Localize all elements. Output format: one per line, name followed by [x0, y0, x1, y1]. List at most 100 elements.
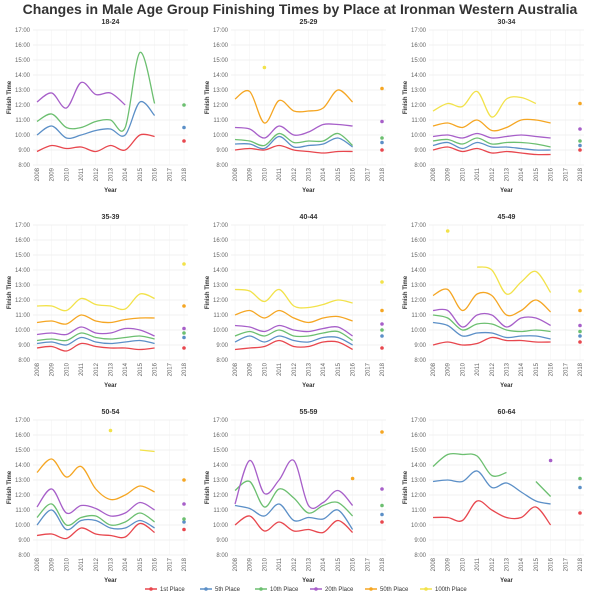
y-tick-label: 17:00	[15, 223, 31, 229]
y-tick-label: 12:00	[15, 103, 31, 109]
panel-title: 50-54	[102, 409, 120, 416]
y-tick-label: 13:00	[15, 478, 31, 484]
x-tick-label: 2013	[109, 167, 115, 181]
x-tick-label: 2012	[490, 167, 496, 181]
x-tick-label: 2009	[248, 167, 254, 181]
x-tick-label: 2015	[534, 167, 540, 181]
series-point	[182, 478, 186, 482]
series-point	[578, 101, 582, 106]
y-axis-label: Finish Time	[205, 470, 211, 504]
x-tick-label: 2009	[50, 557, 56, 571]
x-tick-label: 2011	[79, 557, 85, 571]
series-line	[139, 449, 155, 453]
x-tick-label: 2012	[490, 362, 496, 376]
panel-title: 35-39	[102, 214, 120, 221]
x-tick-label: 2016	[153, 362, 159, 376]
series-point	[578, 511, 582, 515]
series-point	[380, 86, 384, 91]
series-point	[578, 340, 582, 344]
series-line	[432, 90, 537, 118]
x-tick-label: 2010	[460, 362, 466, 376]
x-tick-label: 2015	[138, 167, 144, 181]
y-tick-label: 11:00	[15, 313, 30, 319]
series-point	[578, 148, 582, 152]
series-point	[262, 65, 267, 70]
y-tick-label: 13:00	[213, 478, 229, 484]
x-tick-label: 2011	[277, 362, 283, 376]
y-tick-label: 17:00	[15, 28, 31, 34]
x-tick-label: 2018	[578, 557, 584, 571]
x-tick-label: 2017	[365, 362, 371, 376]
x-tick-label: 2018	[380, 557, 386, 571]
x-tick-label: 2013	[307, 557, 313, 571]
y-tick-label: 17:00	[15, 418, 31, 424]
y-tick-label: 13:00	[213, 88, 229, 94]
y-tick-label: 8:00	[216, 163, 228, 169]
y-tick-label: 11:00	[411, 508, 426, 514]
y-tick-label: 8:00	[414, 358, 426, 364]
y-tick-label: 12:00	[411, 103, 427, 109]
series-point	[578, 476, 582, 481]
x-tick-label: 2009	[446, 362, 452, 376]
y-tick-label: 15:00	[213, 58, 229, 64]
y-tick-label: 10:00	[411, 133, 427, 139]
legend-swatch	[369, 587, 373, 591]
series-point	[380, 140, 384, 145]
y-tick-label: 9:00	[414, 148, 426, 154]
y-tick-label: 15:00	[15, 253, 31, 259]
x-tick-label: 2017	[365, 557, 371, 571]
x-tick-label: 2010	[64, 167, 70, 181]
y-tick-label: 15:00	[411, 58, 427, 64]
y-tick-label: 17:00	[213, 223, 229, 229]
x-tick-label: 2017	[563, 557, 569, 571]
y-tick-label: 14:00	[411, 463, 427, 469]
y-axis-label: Finish Time	[7, 275, 13, 309]
series-point	[578, 323, 582, 328]
y-tick-label: 16:00	[15, 238, 31, 244]
x-tick-label: 2009	[248, 362, 254, 376]
x-tick-label: 2012	[292, 362, 298, 376]
x-tick-label: 2015	[138, 362, 144, 376]
y-tick-label: 17:00	[411, 28, 427, 34]
y-tick-label: 9:00	[216, 538, 228, 544]
y-tick-label: 12:00	[213, 298, 229, 304]
x-tick-label: 2015	[534, 362, 540, 376]
y-tick-label: 9:00	[18, 343, 30, 349]
y-tick-label: 12:00	[213, 103, 229, 109]
y-tick-label: 15:00	[15, 58, 31, 64]
y-tick-label: 10:00	[213, 523, 229, 529]
x-tick-label: 2010	[64, 557, 70, 571]
x-tick-label: 2016	[153, 167, 159, 181]
x-tick-label: 2016	[351, 557, 357, 571]
y-tick-label: 15:00	[213, 448, 229, 454]
y-tick-label: 10:00	[15, 133, 31, 139]
y-tick-label: 9:00	[414, 538, 426, 544]
legend-label: 10th Place	[270, 587, 299, 593]
x-tick-label: 2012	[94, 167, 100, 181]
y-tick-label: 11:00	[411, 313, 426, 319]
y-tick-label: 10:00	[15, 328, 31, 334]
y-tick-label: 15:00	[411, 253, 427, 259]
y-tick-label: 14:00	[213, 268, 229, 274]
y-axis-label: Finish Time	[205, 275, 211, 309]
series-point	[578, 485, 582, 490]
y-tick-label: 9:00	[18, 148, 30, 154]
x-tick-label: 2011	[79, 167, 85, 181]
x-tick-label: 2016	[549, 167, 555, 181]
x-tick-label: 2011	[475, 557, 481, 571]
y-tick-label: 8:00	[18, 358, 30, 364]
series-point	[380, 136, 384, 140]
x-tick-label: 2017	[167, 167, 173, 181]
y-tick-label: 14:00	[411, 268, 427, 274]
y-tick-label: 13:00	[15, 283, 31, 289]
x-tick-label: 2016	[351, 362, 357, 376]
x-tick-label: 2014	[519, 362, 525, 376]
x-tick-label: 2015	[138, 557, 144, 571]
x-tick-label: 2015	[336, 167, 342, 181]
y-tick-label: 8:00	[216, 553, 228, 559]
x-tick-label: 2018	[380, 167, 386, 181]
y-tick-label: 15:00	[15, 448, 31, 454]
x-tick-label: 2011	[79, 362, 85, 376]
y-tick-label: 12:00	[411, 298, 427, 304]
